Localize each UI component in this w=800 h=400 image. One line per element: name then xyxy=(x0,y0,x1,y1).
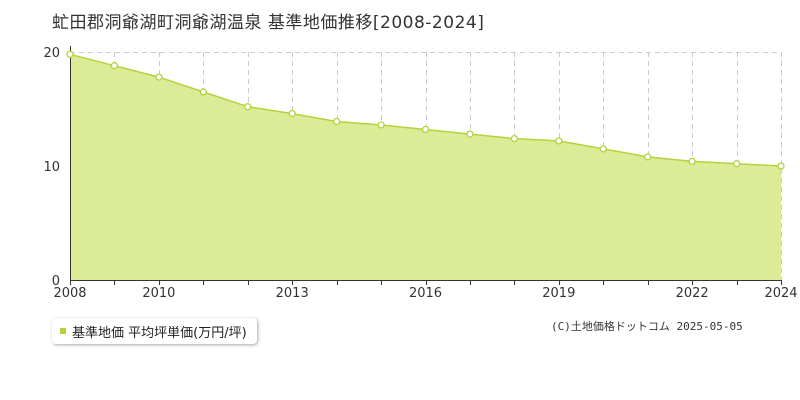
data-point-2010 xyxy=(155,73,163,81)
legend: 基準地価 平均坪単価(万円/坪) xyxy=(52,318,257,344)
data-point-2009 xyxy=(110,62,119,70)
data-point-2013 xyxy=(288,109,296,118)
x-tick-label: 2022 xyxy=(676,286,709,300)
credit-text: (C)土地価格ドットコム 2025-05-05 xyxy=(551,320,743,333)
data-point-2012 xyxy=(244,103,252,111)
legend-label: 基準地価 平均坪単価(万円/坪) xyxy=(72,325,247,341)
data-point-2017 xyxy=(466,130,474,138)
y-tick-label: 20 xyxy=(43,46,60,61)
y-tick-label: 0 xyxy=(52,274,60,289)
x-tick-label: 2016 xyxy=(409,286,442,300)
data-point-2016 xyxy=(421,125,430,134)
marker-layer xyxy=(66,50,785,170)
data-point-2022 xyxy=(688,157,696,166)
area-chart: 2008 2010 2013 2016 2019 2022 2024 0 10 20 xyxy=(43,46,798,300)
data-point-2014 xyxy=(332,117,341,126)
x-tick-labels: 2008 2010 2013 2016 2019 2022 2024 xyxy=(53,286,797,300)
legend-swatch xyxy=(60,328,66,334)
y-tick-labels: 0 10 20 xyxy=(43,46,60,289)
x-tick-label: 2024 xyxy=(764,286,797,300)
data-point-2011 xyxy=(199,88,207,96)
data-point-2020 xyxy=(599,145,607,153)
data-point-2015 xyxy=(377,121,385,129)
data-point-2018 xyxy=(510,134,519,143)
series-area xyxy=(70,54,781,280)
x-tick-label: 2008 xyxy=(53,286,86,300)
data-point-2023 xyxy=(732,160,741,168)
data-point-2021 xyxy=(644,153,652,161)
x-tick-label: 2013 xyxy=(276,286,309,300)
chart-title: 虻田郡洞爺湖町洞爺湖温泉 基準地価推移[2008-2024] xyxy=(52,13,485,33)
data-point-2019 xyxy=(555,137,563,145)
data-point-2024 xyxy=(777,162,785,170)
x-tick-label: 2019 xyxy=(542,286,575,300)
axis-layer xyxy=(70,46,782,285)
y-tick-label: 10 xyxy=(43,160,60,175)
x-tick-label: 2010 xyxy=(142,286,175,300)
data-point-2008 xyxy=(66,50,74,58)
